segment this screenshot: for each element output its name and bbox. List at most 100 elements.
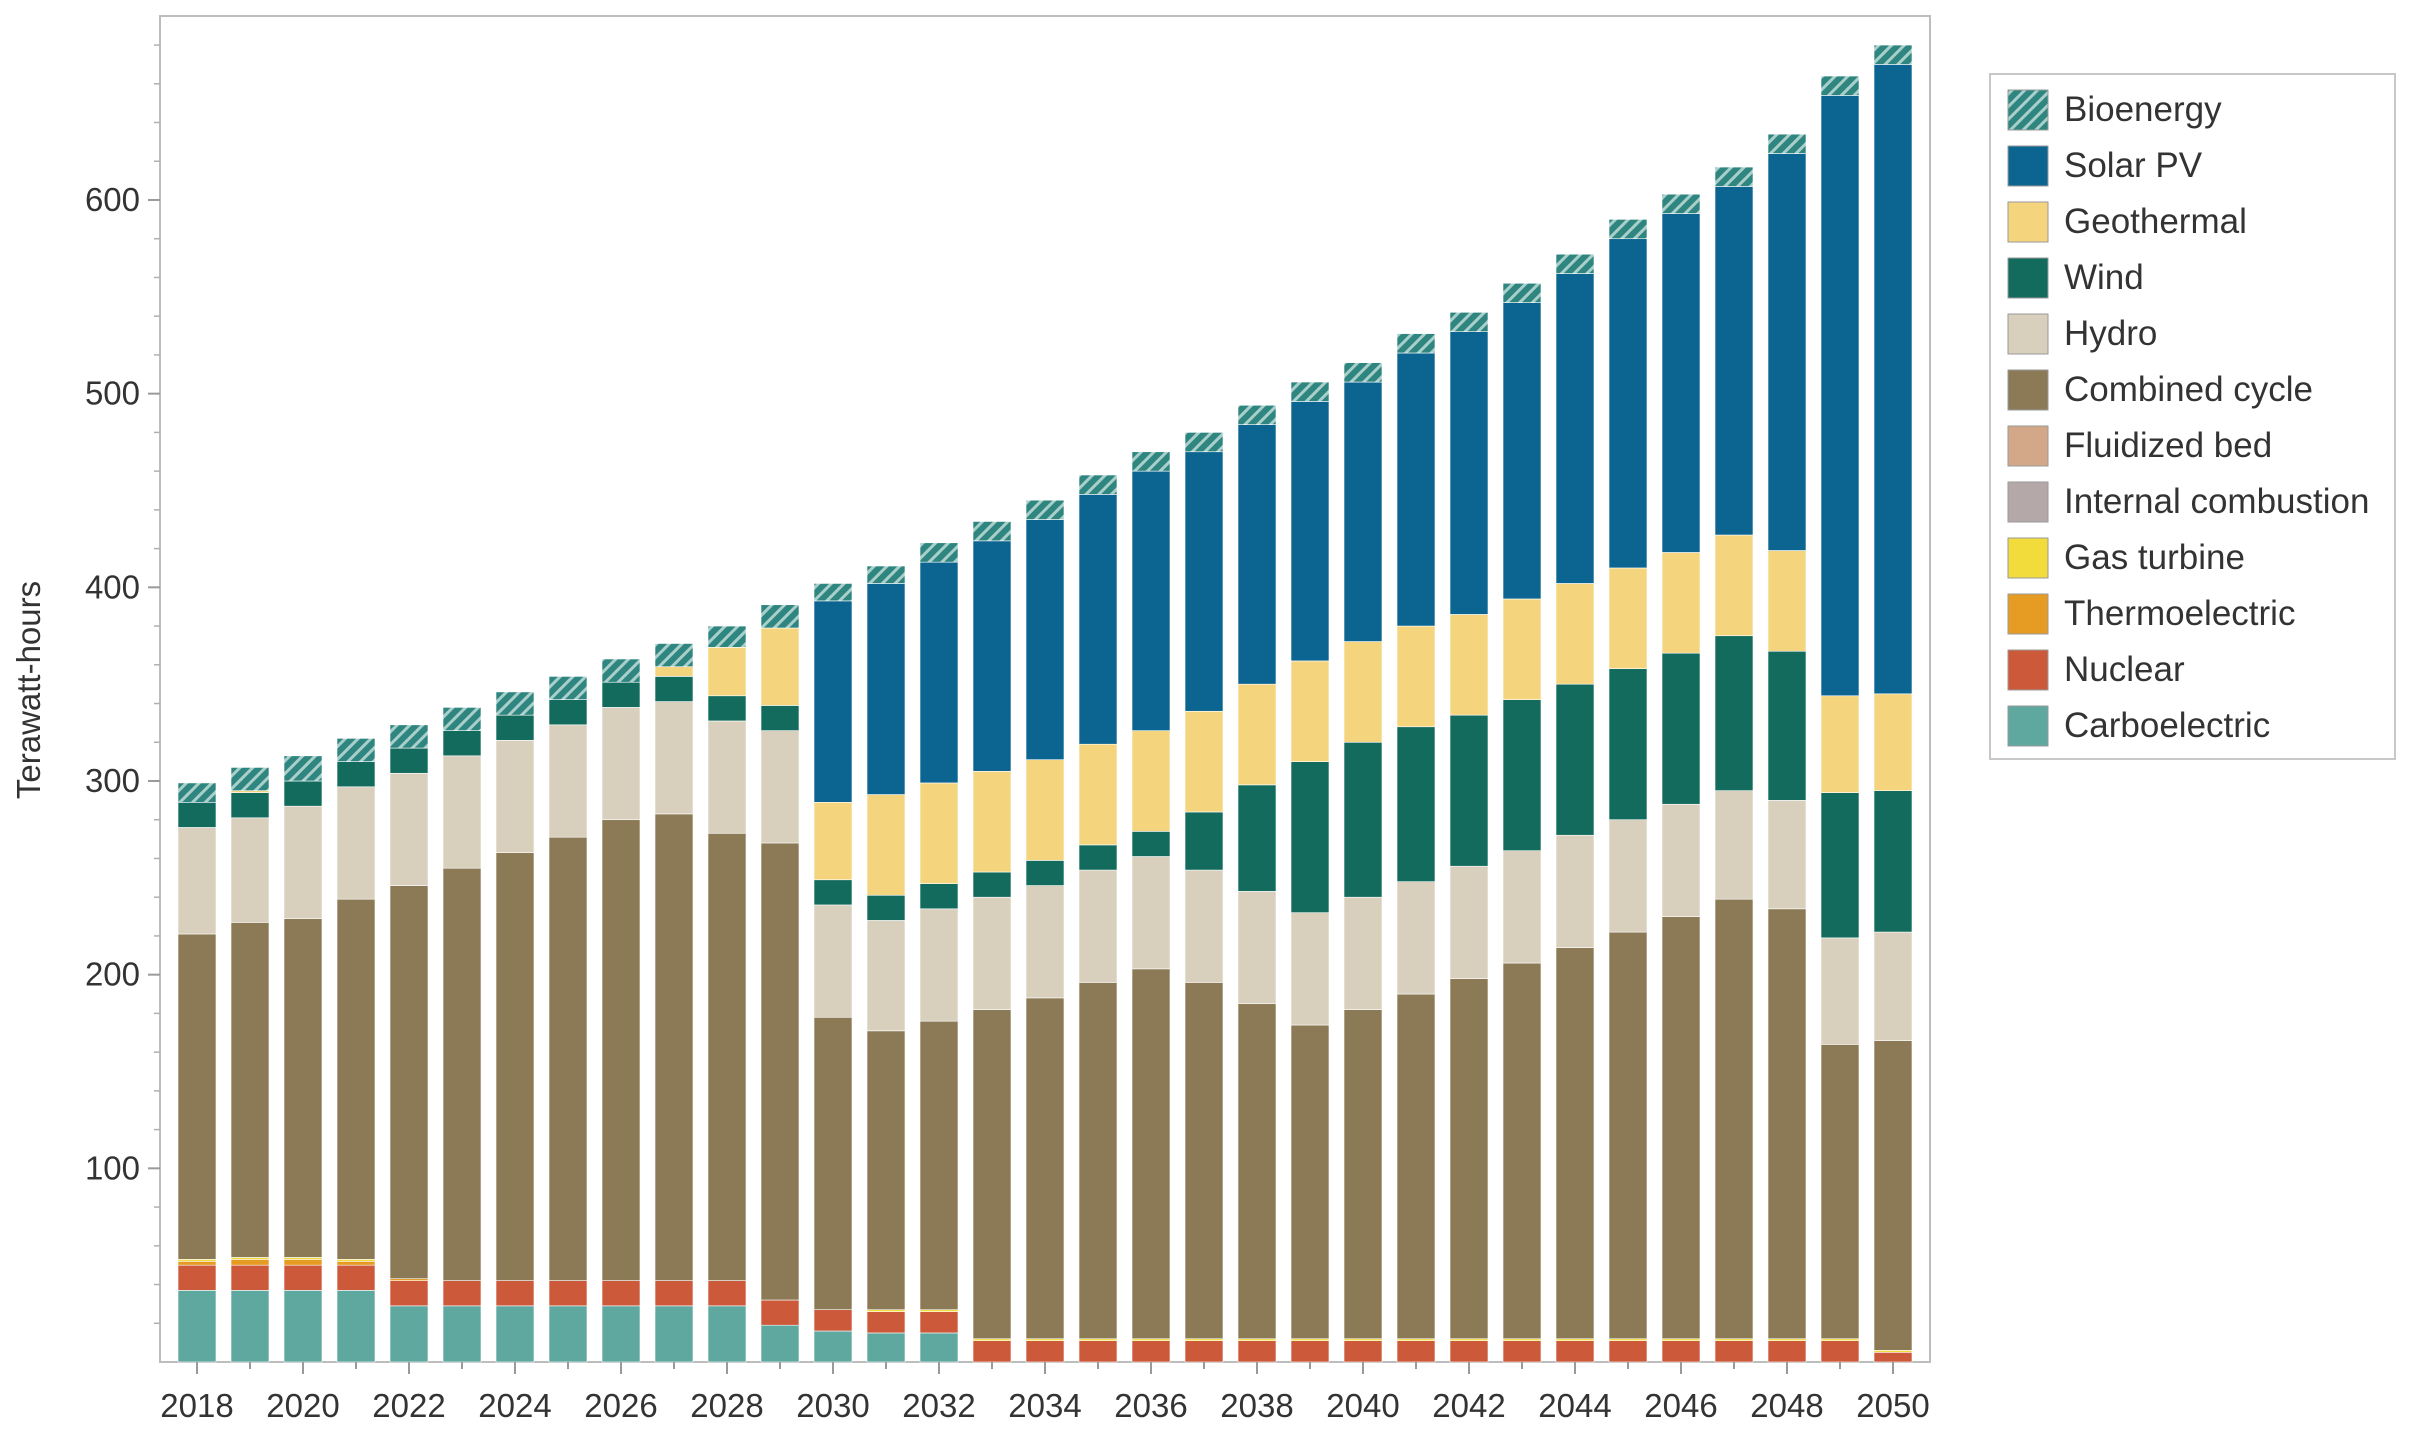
bar-segment-geothermal-2044 bbox=[1555, 583, 1595, 685]
bar-segment-geothermal-2040 bbox=[1343, 641, 1383, 743]
bar-segment-combined-cycle-2018 bbox=[177, 933, 217, 1260]
bar-segment-combined-cycle-2043 bbox=[1502, 962, 1542, 1340]
bar-segment-combined-cycle-2020 bbox=[283, 918, 323, 1258]
bar-segment-hydro-2048 bbox=[1767, 800, 1807, 910]
bar-segment-wind-2027 bbox=[654, 676, 694, 702]
bar-segment-nuclear-2019 bbox=[230, 1264, 270, 1291]
x-tick-label: 2034 bbox=[1008, 1387, 1081, 1424]
bar-segment-combined-cycle-2036 bbox=[1131, 968, 1171, 1340]
bar-segment-wind-2039 bbox=[1290, 761, 1330, 913]
bar-segment-wind-2041 bbox=[1396, 726, 1436, 883]
bar-segment-wind-2047 bbox=[1714, 635, 1754, 791]
x-tick-label: 2042 bbox=[1432, 1387, 1505, 1424]
bar-segment-bioenergy-2033 bbox=[972, 521, 1012, 542]
bar-segment-geothermal-2037 bbox=[1184, 710, 1224, 813]
bar-segment-carboelectric-2030 bbox=[813, 1330, 853, 1363]
bar-segment-nuclear-2027 bbox=[654, 1280, 694, 1307]
bar-segment-wind-2043 bbox=[1502, 699, 1542, 852]
bar-segment-thermoelectric-2018 bbox=[177, 1260, 217, 1266]
bar-segment-solar-pv-2044 bbox=[1555, 273, 1595, 584]
x-tick-label: 2018 bbox=[160, 1387, 233, 1424]
bar-segment-bioenergy-2019 bbox=[230, 767, 270, 791]
bar-segment-carboelectric-2022 bbox=[389, 1305, 429, 1363]
x-tick-label: 2024 bbox=[478, 1387, 551, 1424]
bar-segment-nuclear-2036 bbox=[1131, 1340, 1171, 1363]
legend-label-hydro: Hydro bbox=[2064, 314, 2157, 353]
bar-segment-wind-2035 bbox=[1078, 844, 1118, 871]
bar-segment-carboelectric-2018 bbox=[177, 1290, 217, 1363]
legend-box bbox=[1989, 73, 2396, 760]
bar-segment-geothermal-2030 bbox=[813, 801, 853, 881]
bar-segment-wind-2028 bbox=[707, 695, 747, 722]
bar-segment-wind-2020 bbox=[283, 780, 323, 807]
bar-segment-nuclear-2047 bbox=[1714, 1340, 1754, 1363]
bar-segment-wind-2040 bbox=[1343, 741, 1383, 898]
bar-segment-wind-2037 bbox=[1184, 811, 1224, 871]
bar-segment-wind-2019 bbox=[230, 792, 270, 819]
bar-segment-wind-2045 bbox=[1608, 668, 1648, 821]
bar-segment-carboelectric-2029 bbox=[760, 1324, 800, 1363]
bar-segment-geothermal-2031 bbox=[866, 794, 906, 896]
bar-segment-bioenergy-2048 bbox=[1767, 133, 1807, 154]
bar-segment-hydro-2036 bbox=[1131, 856, 1171, 970]
bar-segment-nuclear-2020 bbox=[283, 1264, 323, 1291]
bar-segment-wind-2026 bbox=[601, 681, 641, 708]
x-tick-label: 2028 bbox=[690, 1387, 763, 1424]
bar-segment-bioenergy-2039 bbox=[1290, 381, 1330, 402]
bar-segment-hydro-2020 bbox=[283, 805, 323, 919]
bar-segment-bioenergy-2026 bbox=[601, 658, 641, 683]
bar-segment-nuclear-2025 bbox=[548, 1280, 588, 1307]
legend-swatch-internal-combustion bbox=[2007, 481, 2049, 523]
bar-segment-nuclear-2040 bbox=[1343, 1340, 1383, 1363]
bar-segment-carboelectric-2019 bbox=[230, 1290, 270, 1363]
bar-segment-solar-pv-2050 bbox=[1873, 64, 1913, 695]
bar-segment-wind-2038 bbox=[1237, 784, 1277, 892]
bar-segment-solar-pv-2032 bbox=[919, 561, 959, 784]
bar-segment-bioenergy-2035 bbox=[1078, 474, 1118, 495]
x-tick-label: 2022 bbox=[372, 1387, 445, 1424]
bar-segment-carboelectric-2031 bbox=[866, 1332, 906, 1363]
bar-segment-hydro-2050 bbox=[1873, 931, 1913, 1041]
bar-segment-wind-2023 bbox=[442, 730, 482, 757]
bar-segment-hydro-2038 bbox=[1237, 891, 1277, 1005]
bar-segment-hydro-2030 bbox=[813, 904, 853, 1018]
bar-segment-hydro-2024 bbox=[495, 740, 535, 853]
bar-segment-combined-cycle-2046 bbox=[1661, 916, 1701, 1340]
y-tick-label: 400 bbox=[85, 568, 140, 605]
bar-segment-wind-2029 bbox=[760, 705, 800, 731]
bar-segment-combined-cycle-2030 bbox=[813, 1016, 853, 1311]
bar-segment-carboelectric-2023 bbox=[442, 1305, 482, 1363]
bar-segment-hydro-2044 bbox=[1555, 834, 1595, 948]
bar-segment-nuclear-2024 bbox=[495, 1280, 535, 1307]
bar-segment-combined-cycle-2033 bbox=[972, 1009, 1012, 1340]
bar-segment-hydro-2035 bbox=[1078, 869, 1118, 983]
bar-segment-geothermal-2048 bbox=[1767, 550, 1807, 652]
bar-segment-wind-2032 bbox=[919, 883, 959, 910]
bar-segment-geothermal-2043 bbox=[1502, 598, 1542, 700]
bar-segment-geothermal-2036 bbox=[1131, 730, 1171, 832]
bar-segment-solar-pv-2045 bbox=[1608, 238, 1648, 569]
bar-segment-bioenergy-2027 bbox=[654, 643, 694, 668]
legend: Bioenergy Solar PV Geothermal Wind Hydro Comb… bbox=[1989, 73, 2396, 760]
y-axis: 100 200 300 400 500 600 bbox=[85, 44, 160, 1325]
legend-swatch-fluidized-bed bbox=[2007, 425, 2049, 467]
bar-segment-hydro-2019 bbox=[230, 817, 270, 923]
bar-segment-geothermal-2042 bbox=[1449, 614, 1489, 716]
bar-segment-solar-pv-2043 bbox=[1502, 302, 1542, 600]
bar-segment-geothermal-2034 bbox=[1025, 759, 1065, 861]
bar-segment-hydro-2039 bbox=[1290, 912, 1330, 1026]
bar-segment-carboelectric-2024 bbox=[495, 1305, 535, 1363]
bar-segment-nuclear-2038 bbox=[1237, 1340, 1277, 1363]
bar-segment-solar-pv-2033 bbox=[972, 540, 1012, 772]
bar-segment-combined-cycle-2029 bbox=[760, 842, 800, 1301]
bar-segment-combined-cycle-2021 bbox=[336, 898, 376, 1260]
bar-segment-hydro-2034 bbox=[1025, 885, 1065, 999]
x-axis: 2018 2020 2022 2024 2026 2028 2030 2032 2034 2036… bbox=[160, 1362, 1930, 1424]
bar-segment-solar-pv-2035 bbox=[1078, 494, 1118, 745]
bar-segment-nuclear-2050 bbox=[1873, 1352, 1913, 1363]
bar-segment-solar-pv-2037 bbox=[1184, 451, 1224, 712]
x-tick-label: 2050 bbox=[1856, 1387, 1929, 1424]
bar-segment-solar-pv-2030 bbox=[813, 600, 853, 803]
bar-segment-wind-2025 bbox=[548, 699, 588, 726]
bar-segment-bioenergy-2024 bbox=[495, 691, 535, 716]
